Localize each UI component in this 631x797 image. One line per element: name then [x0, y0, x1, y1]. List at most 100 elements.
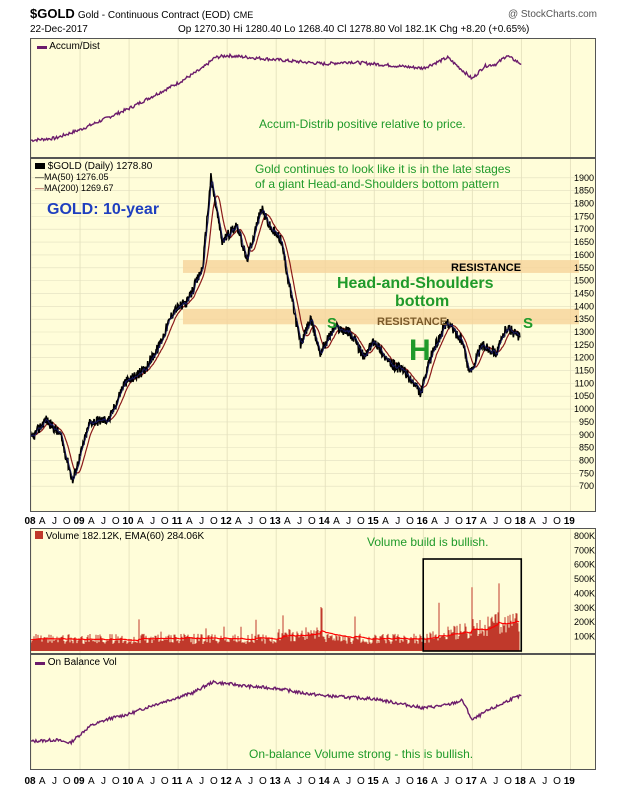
right-shoulder-label: S	[523, 315, 534, 332]
time-axis-label: 16	[417, 776, 429, 787]
gold-10-year-title: GOLD: 10-year	[47, 201, 160, 218]
time-axis-label: O	[63, 516, 71, 527]
price-chart: 700 750 800 850 900 950 1000 1050 1100 1150 1200 12…	[31, 159, 594, 511]
chart-date: 22-Dec-2017	[30, 24, 88, 35]
volume-tick-label: 200K	[574, 617, 595, 627]
time-axis-label: O	[259, 516, 267, 527]
time-axis-label: J	[493, 776, 498, 787]
time-axis-label: 15	[368, 776, 380, 787]
time-axis-label: 14	[319, 776, 331, 787]
copyright-link[interactable]: @ StockCharts.com	[508, 9, 597, 20]
time-axis-label: O	[357, 776, 365, 787]
time-axis-label: O	[406, 776, 414, 787]
time-axis-label: A	[382, 776, 389, 787]
time-axis-label: 12	[221, 776, 233, 787]
price-tick-label: 700	[579, 481, 594, 491]
accum-dist-chart	[31, 39, 571, 157]
time-axis-label: J	[395, 776, 400, 787]
description: Gold - Continuous Contract (EOD)	[77, 10, 231, 21]
time-axis-label: A	[235, 516, 242, 527]
time-axis-label: J	[248, 776, 253, 787]
exchange: CME	[233, 10, 254, 20]
symbol: $GOLD	[30, 6, 75, 21]
time-axis-label: J	[52, 516, 57, 527]
price-tick-label: 1450	[574, 288, 594, 298]
price-tick-label: 1750	[574, 211, 594, 221]
hs-title-line2: bottom	[395, 293, 450, 310]
time-axis-label: O	[112, 516, 120, 527]
time-axis-label: A	[284, 776, 291, 787]
obv-panel: ▬ On Balance Vol On-balance Volume stron…	[30, 654, 596, 770]
time-axis-label: 08	[24, 776, 36, 787]
time-axis-label: 10	[122, 516, 134, 527]
price-tick-label: 950	[579, 417, 594, 427]
time-axis-label: A	[137, 776, 144, 787]
volume-chart: 100K 200K 300K 400K 500K 600K 700K 800K	[31, 529, 595, 653]
resistance-label-upper: RESISTANCE	[451, 262, 522, 274]
time-axis-label: J	[444, 516, 449, 527]
obv-line	[31, 679, 522, 746]
time-axis-label: A	[88, 776, 95, 787]
price-tick-label: 1000	[574, 404, 594, 414]
time-axis-label: J	[297, 516, 302, 527]
obv-chart	[31, 655, 571, 769]
time-axis-label: J	[542, 776, 547, 787]
copyright[interactable]: @ StockCharts.com	[507, 9, 597, 20]
price-tick-label: 850	[579, 443, 594, 453]
price-tick-label: 1500	[574, 276, 594, 286]
time-axis-label: O	[161, 776, 169, 787]
obv-label: ▬ On Balance Vol	[35, 657, 117, 668]
time-axis-label: O	[357, 516, 365, 527]
price-tick-label: 1300	[574, 327, 594, 337]
time-axis-label: J	[199, 516, 204, 527]
resistance-band	[182, 308, 579, 325]
time-axis-label: O	[504, 516, 512, 527]
time-axis-label: J	[542, 516, 547, 527]
time-axis-label: A	[431, 516, 438, 527]
price-tick-label: 900	[579, 430, 594, 440]
time-axis-label: J	[297, 776, 302, 787]
hs-title-line1: Head-and-Shoulders	[337, 275, 494, 292]
time-axis-top: 08 A J O 09 A J O 10 A J O 11 A J O 12 A J O 13 A J O 14 A J O 15 A J O…	[24, 516, 576, 527]
time-axis-label: O	[308, 516, 316, 527]
accum-dist-panel: ▬ Accum/Dist Accum-Distrib positive rela…	[30, 38, 596, 158]
price-tick-label: 1400	[574, 301, 594, 311]
time-axis-label: A	[333, 516, 340, 527]
volume-note: Volume build is bullish.	[367, 535, 489, 549]
price-tick-label: 1600	[574, 250, 594, 260]
volume-tick-label: 400K	[574, 588, 595, 598]
hs-note-line1: Gold continues to look like it is in the…	[255, 162, 511, 176]
time-axis-label: 19	[564, 516, 576, 527]
time-axis-label: J	[52, 776, 57, 787]
time-axis-label: 17	[466, 776, 478, 787]
time-axis-label: A	[186, 776, 193, 787]
ohlc-readout: Op 1270.30 Hi 1280.40 Lo 1268.40 Cl 1278…	[178, 24, 530, 35]
time-axis-label: 16	[417, 516, 429, 527]
time-axis-label: 12	[221, 516, 233, 527]
time-axis-label: J	[346, 776, 351, 787]
price-tick-label: 1350	[574, 314, 594, 324]
time-axis-label: J	[101, 516, 106, 527]
price-tick-label: 1250	[574, 340, 594, 350]
time-axis-label: A	[480, 516, 487, 527]
time-axis-label: A	[284, 516, 291, 527]
legend-ma50: —MA(50) 1276.05	[35, 172, 109, 182]
time-axis-label: O	[161, 516, 169, 527]
time-axis-label: 11	[172, 516, 183, 527]
time-axis-label: O	[308, 776, 316, 787]
time-axis-label: A	[333, 776, 340, 787]
time-axis-label: 10	[122, 776, 134, 787]
time-axis-label: A	[88, 516, 95, 527]
volume-tick-label: 500K	[574, 574, 595, 584]
time-axis-label: A	[529, 776, 536, 787]
volume-label: Volume 182.12K, EMA(60) 284.06K	[35, 531, 204, 542]
time-axis-label: 09	[73, 776, 85, 787]
volume-highlight-box	[422, 558, 523, 652]
time-axis-label: J	[346, 516, 351, 527]
ma50-line	[31, 181, 521, 480]
time-axis-label: O	[259, 776, 267, 787]
price-tick-label: 1200	[574, 353, 594, 363]
hs-note-line2: of a giant Head-and-Shoulders bottom pat…	[255, 177, 500, 191]
price-tick-label: 1850	[574, 186, 594, 196]
price-tick-label: 750	[579, 468, 594, 478]
